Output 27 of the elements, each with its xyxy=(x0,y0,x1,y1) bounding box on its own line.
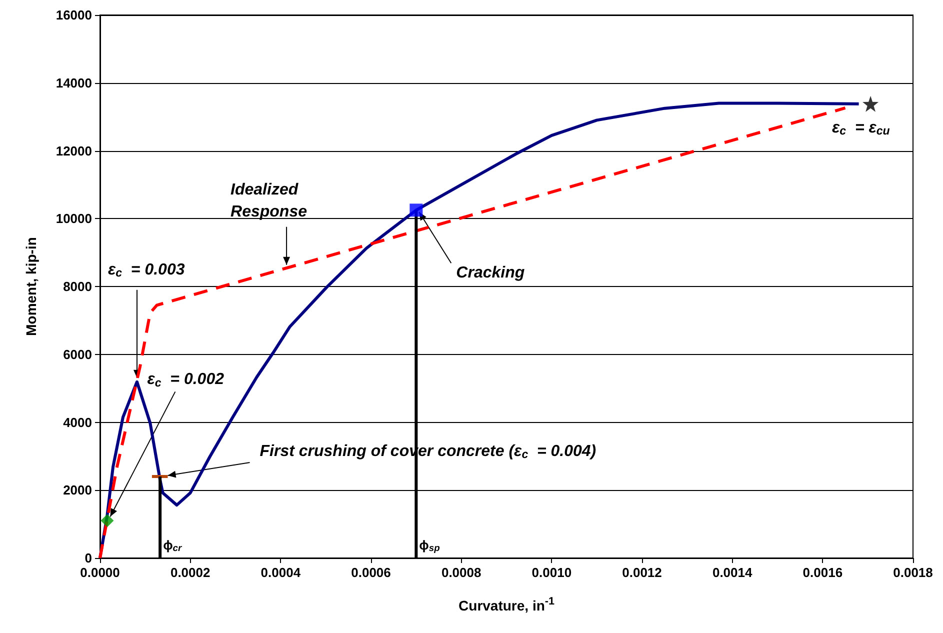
annotation: Idealized Response xyxy=(230,181,308,220)
y-tick-label: 2000 xyxy=(63,482,92,498)
point xyxy=(410,204,423,217)
x-tick-label: 0.0004 xyxy=(260,565,302,580)
annotation: ϕcr xyxy=(163,538,184,553)
y-tick-label: 16000 xyxy=(56,8,92,22)
x-tick-label: 0.0018 xyxy=(893,565,933,580)
x-tick-label: 0.0000 xyxy=(80,565,120,580)
y-tick-label: 10000 xyxy=(56,211,92,226)
x-tick-label: 0.0006 xyxy=(351,565,391,580)
y-axis-title: Moment, kip-in xyxy=(23,237,39,336)
x-tick-label: 0.0008 xyxy=(441,565,482,580)
x-tick-label: 0.0002 xyxy=(170,565,210,580)
y-tick-label: 6000 xyxy=(63,346,92,362)
point xyxy=(100,514,114,528)
y-tick-label: 14000 xyxy=(56,75,92,90)
x-tick-label: 0.0010 xyxy=(532,565,572,580)
y-tick-label: 4000 xyxy=(63,414,92,430)
y-tick-label: 8000 xyxy=(63,279,92,294)
annotation: Cracking xyxy=(456,264,525,282)
annotation: ϕsp xyxy=(419,538,440,553)
x-tick-label: 0.0016 xyxy=(802,565,843,580)
x-tick-label: 0.0014 xyxy=(712,565,753,580)
point xyxy=(862,96,879,112)
y-tick-label: 12000 xyxy=(56,143,92,158)
x-tick-label: 0.0012 xyxy=(622,565,662,580)
y-tick-label: 0 xyxy=(84,550,92,566)
